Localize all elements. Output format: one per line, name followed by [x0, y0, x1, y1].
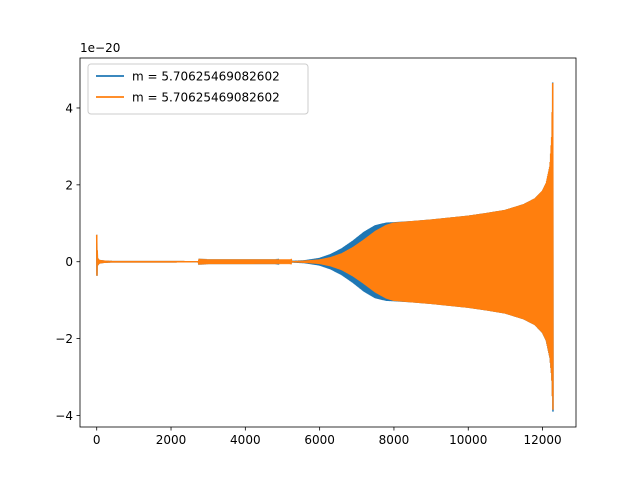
x-tick-label: 8000 [379, 433, 410, 447]
x-tick-label: 2000 [156, 433, 187, 447]
y-tick-label: 4 [65, 101, 73, 115]
y-axis-offset-label: 1e−20 [80, 41, 120, 55]
x-axis: 0 2000 4000 6000 8000 10000 12000 [93, 427, 562, 447]
x-tick-label: 10000 [449, 433, 487, 447]
plot-frame [79, 57, 577, 428]
legend-entry-label: m = 5.70625469082602 [132, 91, 280, 105]
legend-entry-label: m = 5.70625469082602 [132, 70, 280, 84]
x-tick-label: 0 [93, 433, 101, 447]
y-tick-label: −2 [55, 332, 73, 346]
x-tick-label: 4000 [230, 433, 261, 447]
x-tick-label: 12000 [523, 433, 561, 447]
legend-box [87, 63, 309, 115]
x-tick-label: 6000 [304, 433, 335, 447]
legend: m = 5.70625469082602 m = 5.70625469082602 [87, 63, 309, 115]
y-tick-label: 0 [65, 255, 73, 269]
series-line-2 [95, 83, 554, 410]
series-layer [95, 82, 554, 412]
y-tick-label: −4 [55, 409, 73, 423]
y-axis: −4 −2 0 2 4 [55, 101, 80, 423]
y-tick-label: 2 [65, 178, 73, 192]
